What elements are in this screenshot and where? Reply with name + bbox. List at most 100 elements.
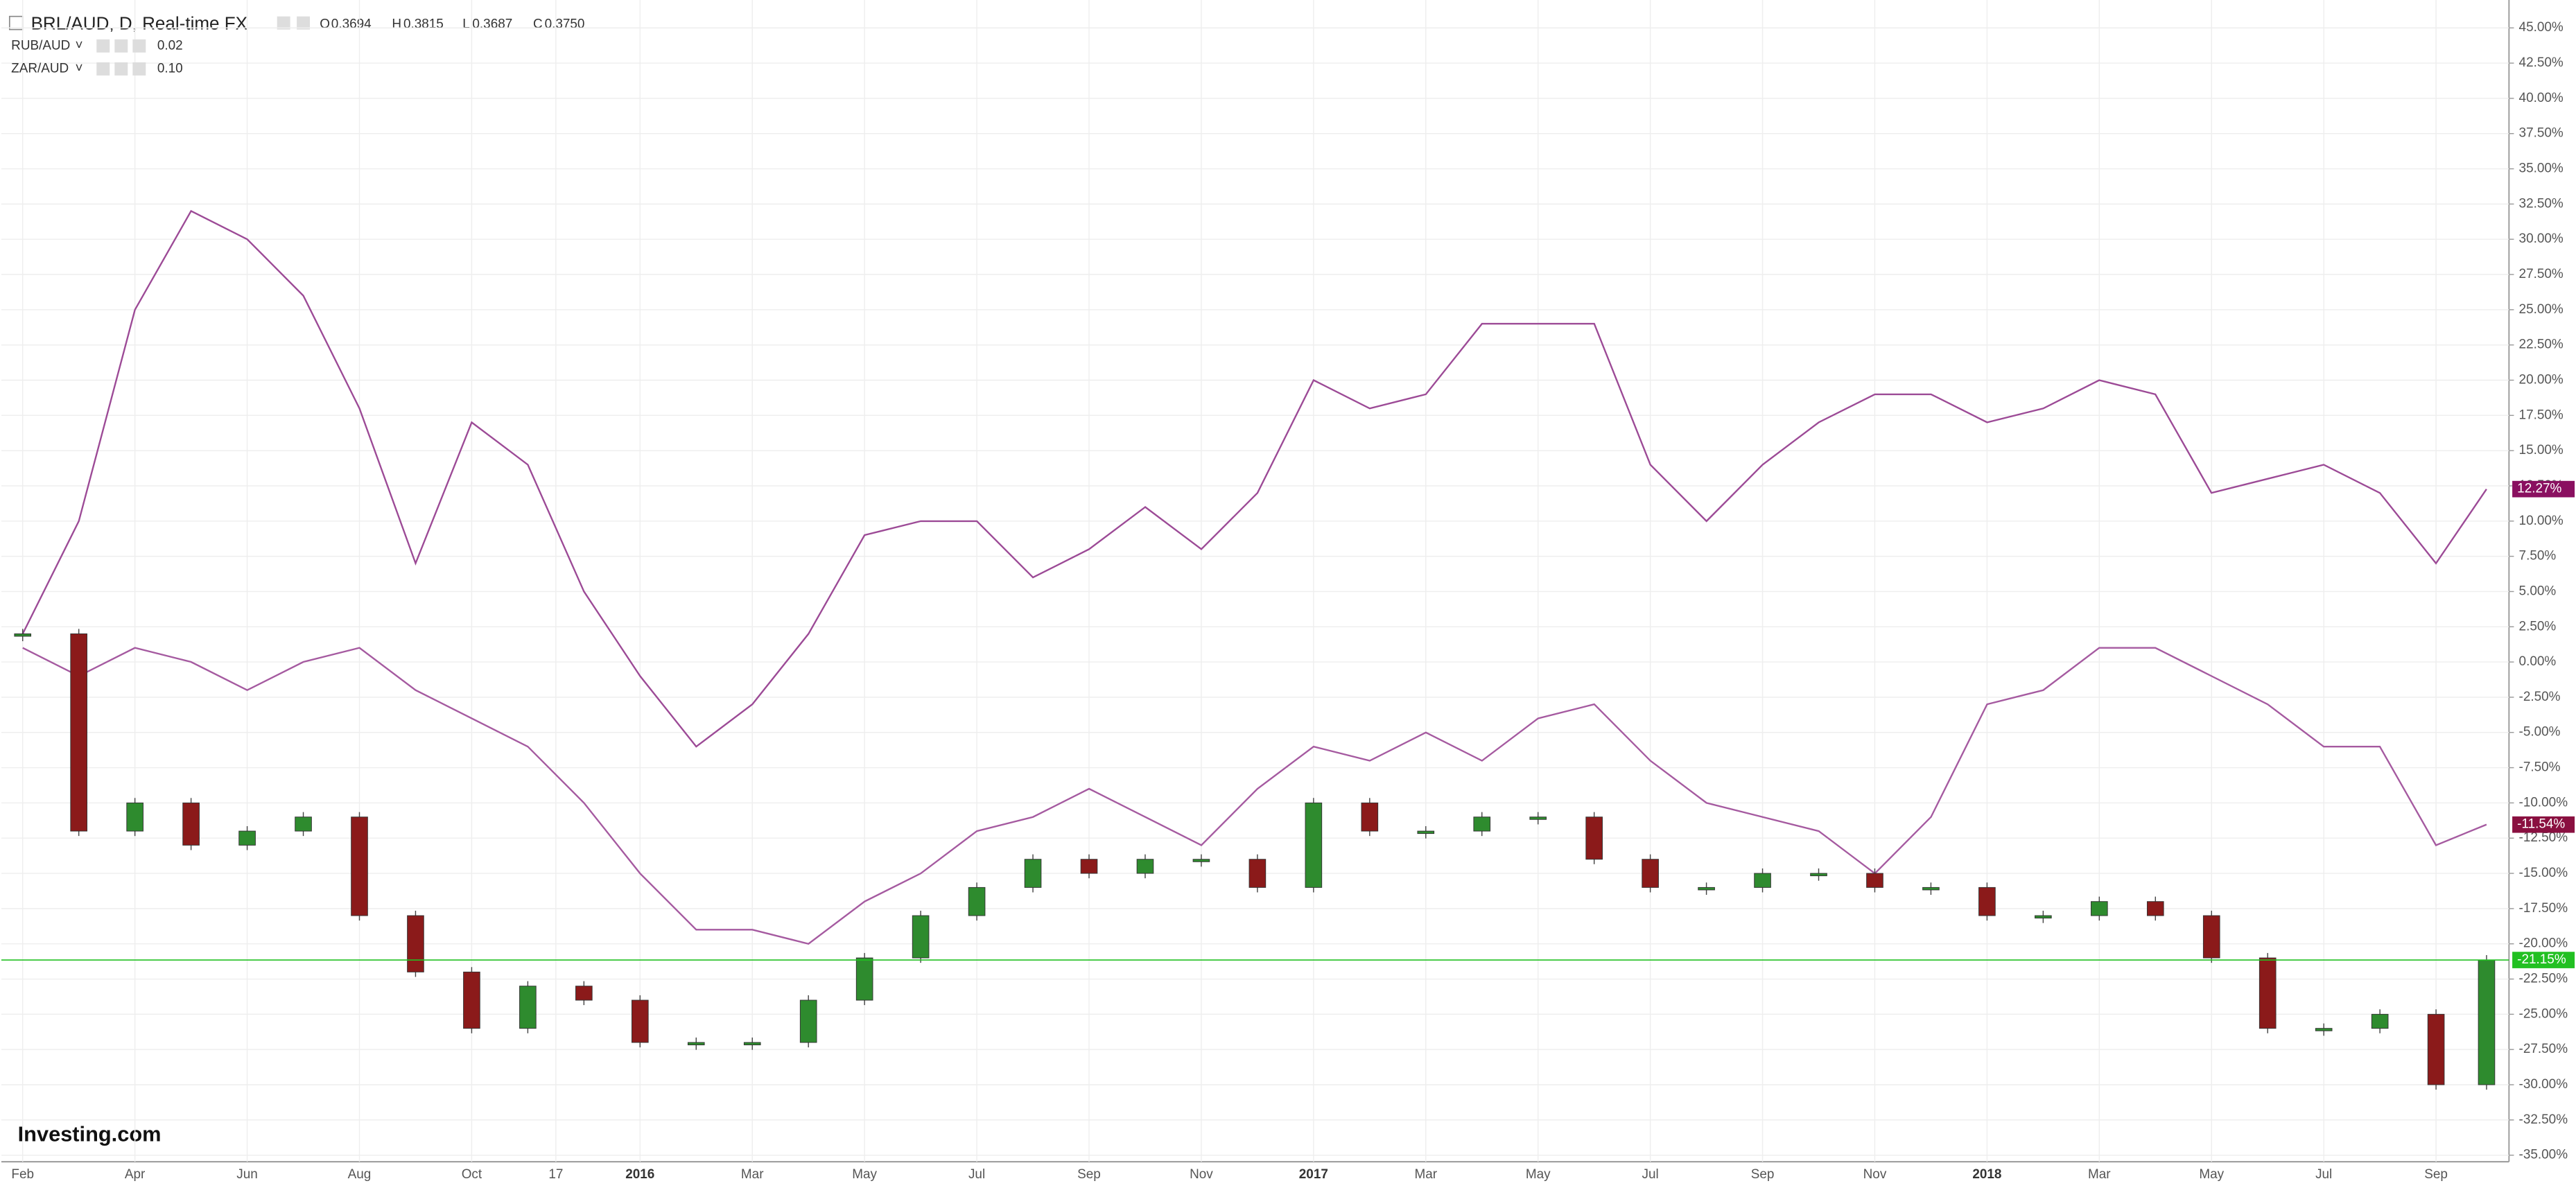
candle-body xyxy=(2035,915,2052,919)
x-tick-label: Feb xyxy=(11,1167,34,1182)
x-tick-label: 2016 xyxy=(625,1167,654,1182)
candle-body xyxy=(1248,859,1267,888)
ohlc-value: 0.3815 xyxy=(403,17,444,32)
candle-body xyxy=(1417,830,1435,835)
y-tick-label: -35.00% xyxy=(2519,1148,2568,1162)
y-tick-label: -15.00% xyxy=(2519,866,2568,880)
candle-body xyxy=(575,986,593,1001)
y-tick-label: 7.50% xyxy=(2519,549,2557,564)
candle-body xyxy=(799,999,817,1043)
legend-icon[interactable] xyxy=(114,62,128,76)
x-tick-label: Sep xyxy=(2424,1167,2448,1182)
ohlc-value: 0.3750 xyxy=(545,17,585,32)
settings-icon[interactable] xyxy=(277,16,290,30)
candle-body xyxy=(1136,859,1154,874)
y-tick-label: -20.00% xyxy=(2519,936,2568,951)
x-tick-label: Sep xyxy=(1077,1167,1101,1182)
y-tick-label: 22.50% xyxy=(2519,338,2564,352)
legend-icon[interactable] xyxy=(132,62,146,76)
candle-body xyxy=(2427,1013,2445,1085)
candle-body xyxy=(463,971,480,1029)
candle-body xyxy=(2259,957,2277,1029)
y-tick-label: -27.50% xyxy=(2519,1042,2568,1056)
last-value-label: -21.15% xyxy=(2517,952,2566,967)
y-tick-label: 45.00% xyxy=(2519,20,2564,35)
x-tick-label: 17 xyxy=(548,1167,563,1182)
x-tick-label: 2017 xyxy=(1299,1167,1328,1182)
legend-icon[interactable] xyxy=(132,39,146,53)
x-tick-label: May xyxy=(1526,1167,1551,1182)
legend-name: ZAR/AUD xyxy=(11,61,69,76)
y-tick-label: 0.00% xyxy=(2519,654,2557,669)
candle-body xyxy=(2371,1013,2389,1029)
candle-body xyxy=(1978,886,1996,916)
candle-body xyxy=(912,915,930,959)
candle-body xyxy=(1922,886,1940,891)
y-tick-label: 42.50% xyxy=(2519,55,2564,70)
legend-name: RUB/AUD xyxy=(11,38,70,53)
legend-value: 0.02 xyxy=(157,38,183,53)
y-tick-label: -7.50% xyxy=(2519,760,2561,775)
candle-body xyxy=(2146,901,2164,916)
candle-body xyxy=(238,830,256,846)
candle-body xyxy=(1810,873,1827,877)
y-tick-label: 32.50% xyxy=(2519,196,2564,211)
y-tick-label: 35.00% xyxy=(2519,161,2564,176)
candle-body xyxy=(407,915,424,972)
y-tick-label: -25.00% xyxy=(2519,1006,2568,1021)
candle-body xyxy=(1080,859,1098,874)
series-line xyxy=(21,209,2487,748)
candle-body xyxy=(351,816,368,916)
x-tick-label: Jul xyxy=(2315,1167,2332,1182)
hide-icon[interactable] xyxy=(297,16,311,30)
ohlc-label: L xyxy=(462,17,470,32)
candle-body xyxy=(2202,915,2220,959)
last-value-label: 12.27% xyxy=(2517,482,2561,496)
candle-body xyxy=(631,999,649,1043)
y-tick-label: 37.50% xyxy=(2519,126,2564,141)
legend-arrow: ˅ xyxy=(75,38,82,53)
y-tick-label: -10.00% xyxy=(2519,795,2568,810)
candle-body xyxy=(1698,886,1715,891)
y-tick-label: -30.00% xyxy=(2519,1077,2568,1092)
legend-icon[interactable] xyxy=(114,39,128,53)
legend-icon[interactable] xyxy=(96,39,110,53)
logo: Investing.com xyxy=(18,1121,162,1146)
candle-body xyxy=(1866,873,1883,888)
y-tick-label: 5.00% xyxy=(2519,584,2557,598)
y-tick-label: 17.50% xyxy=(2519,408,2564,422)
candle-body xyxy=(295,816,312,832)
last-value-badge xyxy=(2512,952,2575,968)
candle-body xyxy=(1361,802,1379,832)
x-tick-label: Mar xyxy=(741,1167,764,1182)
x-tick-label: Sep xyxy=(1751,1167,1775,1182)
x-tick-label: Mar xyxy=(1414,1167,1437,1182)
candle-body xyxy=(14,633,32,637)
y-tick-label: -2.50% xyxy=(2519,690,2561,704)
y-tick-label: 10.00% xyxy=(2519,514,2564,528)
candle-body xyxy=(1585,816,1603,860)
candle-body xyxy=(687,1042,705,1046)
candle-body xyxy=(126,802,143,832)
last-value-label: -11.54% xyxy=(2517,817,2565,832)
legend-arrow: ˅ xyxy=(75,61,82,76)
x-tick-label: Apr xyxy=(125,1167,145,1182)
x-tick-label: Mar xyxy=(2088,1167,2111,1182)
last-value-badge xyxy=(2512,816,2575,833)
legend-value: 0.10 xyxy=(157,61,183,76)
legend-icon[interactable] xyxy=(96,62,110,76)
y-tick-label: -17.50% xyxy=(2519,901,2568,916)
y-tick-label: 25.00% xyxy=(2519,302,2564,317)
candle-body xyxy=(2091,901,2108,916)
x-tick-label: Aug xyxy=(348,1167,372,1182)
x-tick-label: Nov xyxy=(1190,1167,1213,1182)
x-tick-label: Jun xyxy=(236,1167,258,1182)
candle-body xyxy=(1192,859,1210,862)
candle-body xyxy=(1024,859,1042,888)
x-tick-label: Oct xyxy=(462,1167,482,1182)
y-tick-label: 20.00% xyxy=(2519,372,2564,387)
x-tick-label: May xyxy=(2199,1167,2224,1182)
x-tick-label: Jul xyxy=(968,1167,985,1182)
